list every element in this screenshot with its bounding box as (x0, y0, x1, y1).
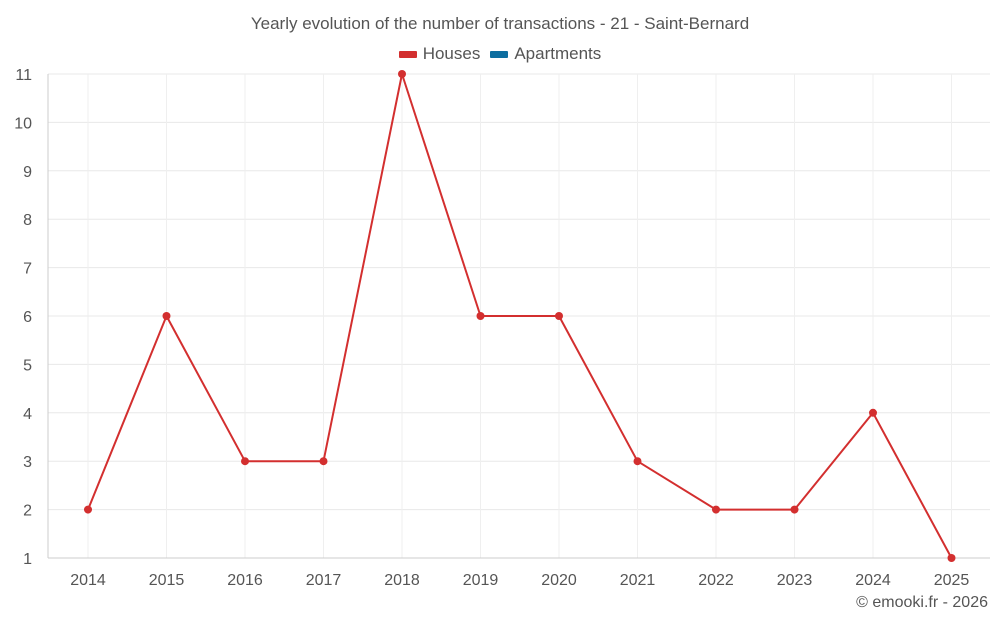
y-tick-label: 3 (23, 454, 32, 471)
y-tick-label: 1 (23, 551, 32, 568)
credit-text: © emooki.fr - 2026 (856, 594, 988, 611)
data-point[interactable] (398, 70, 406, 78)
data-point[interactable] (476, 312, 485, 320)
legend-swatch-apartments (490, 50, 509, 58)
y-tick-label: 6 (23, 309, 32, 326)
data-point[interactable] (790, 505, 799, 514)
data-point[interactable] (162, 312, 171, 320)
chart-title: Yearly evolution of the number of transa… (250, 14, 750, 33)
y-tick-label: 7 (23, 261, 32, 278)
y-tick-label: 5 (23, 357, 32, 374)
legend-item-apartments[interactable]: Apartments (490, 44, 601, 64)
y-tick-label: 10 (14, 115, 32, 132)
chart-legend: Houses Apartments (0, 44, 1000, 64)
series-line-houses (87, 73, 953, 559)
x-tick-label: 2015 (149, 572, 185, 589)
x-tick-label: 2021 (620, 572, 656, 589)
y-tick-label: 4 (23, 406, 32, 423)
x-tick-label: 2018 (384, 572, 420, 589)
legend-swatch-houses (398, 50, 417, 58)
data-point[interactable] (84, 505, 92, 514)
legend-item-houses[interactable]: Houses (398, 44, 481, 64)
x-tick-label: 2024 (855, 572, 891, 589)
x-tick-label: 2017 (306, 572, 342, 589)
data-point[interactable] (241, 457, 249, 466)
data-point[interactable] (633, 457, 642, 466)
x-tick-label: 2016 (227, 572, 263, 589)
data-point[interactable] (712, 505, 720, 514)
y-tick-label: 8 (23, 212, 32, 229)
y-tick-label: 9 (23, 164, 32, 181)
y-tick-label: 2 (23, 503, 32, 520)
data-point[interactable] (947, 554, 956, 562)
x-tick-label: 2020 (541, 572, 577, 589)
data-point[interactable] (319, 457, 328, 466)
legend-label-houses: Houses (422, 44, 481, 63)
x-tick-label: 2022 (698, 572, 734, 589)
legend-label-apartments: Apartments (514, 44, 602, 63)
data-point[interactable] (555, 312, 563, 320)
x-tick-label: 2014 (70, 572, 106, 589)
x-tick-label: 2023 (777, 572, 813, 589)
x-tick-label: 2025 (934, 572, 970, 589)
x-tick-label: 2019 (463, 572, 499, 589)
data-point[interactable] (869, 408, 877, 417)
y-tick-label: 11 (15, 67, 32, 84)
